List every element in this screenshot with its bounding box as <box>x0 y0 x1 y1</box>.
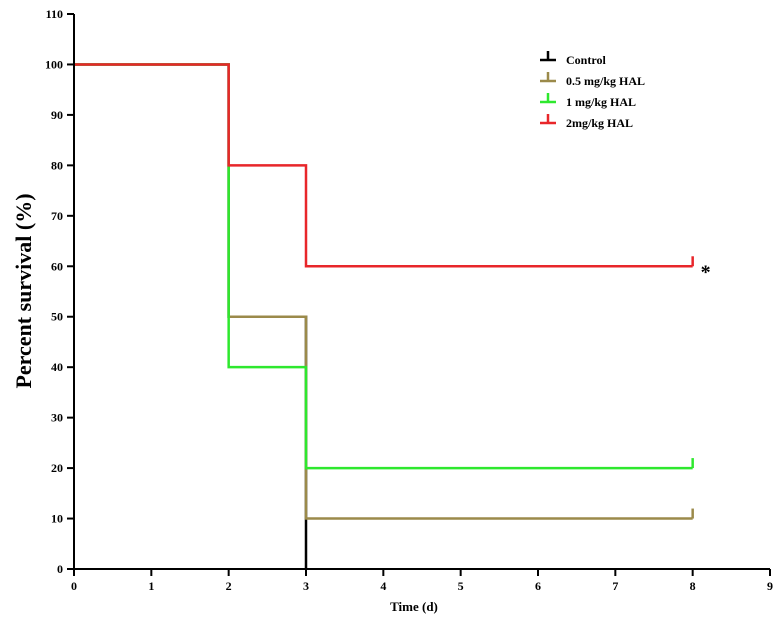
significance-annotation: * <box>701 261 711 283</box>
y-tick-label: 110 <box>46 7 63 21</box>
x-tick-label: 8 <box>690 579 696 593</box>
y-tick-label: 0 <box>57 562 63 576</box>
y-tick-label: 100 <box>45 57 63 71</box>
y-tick-label: 30 <box>51 411 63 425</box>
y-tick-label: 20 <box>51 461 63 475</box>
x-tick-label: 0 <box>71 579 77 593</box>
legend-label-0: Control <box>566 53 606 67</box>
x-tick-label: 1 <box>148 579 154 593</box>
y-tick-label: 90 <box>51 108 63 122</box>
x-tick-label: 6 <box>535 579 541 593</box>
y-tick-label: 60 <box>51 259 63 273</box>
x-ticks: 0 1 2 3 4 5 6 7 8 9 <box>71 569 773 593</box>
x-tick-label: 2 <box>226 579 232 593</box>
legend-label-3: 2mg/kg HAL <box>566 116 633 130</box>
annotations: * <box>701 261 711 283</box>
series-line-3 <box>74 63 693 268</box>
series-layer <box>74 63 694 569</box>
y-tick-label: 50 <box>51 310 63 324</box>
x-tick-label: 4 <box>380 579 386 593</box>
x-tick-label: 5 <box>458 579 464 593</box>
y-ticks: 0 10 20 30 40 50 60 70 80 90 100 110 <box>45 7 74 576</box>
legend-label-2: 1 mg/kg HAL <box>566 95 636 109</box>
y-tick-label: 10 <box>51 512 63 526</box>
legend-label-1: 0.5 mg/kg HAL <box>566 74 645 88</box>
legend: Control 0.5 mg/kg HAL 1 mg/kg HAL 2mg/kg HA… <box>540 51 645 130</box>
series-line-1 <box>74 63 693 520</box>
axes-layer <box>73 14 770 570</box>
x-tick-label: 3 <box>303 579 309 593</box>
y-tick-label: 70 <box>51 209 63 223</box>
y-tick-label: 40 <box>51 360 63 374</box>
x-tick-label: 9 <box>767 579 773 593</box>
x-tick-label: 7 <box>612 579 618 593</box>
x-axis-title: Time (d) <box>390 599 438 614</box>
y-tick-label: 80 <box>51 158 63 172</box>
y-axis-title: Percent survival (%) <box>11 193 36 388</box>
